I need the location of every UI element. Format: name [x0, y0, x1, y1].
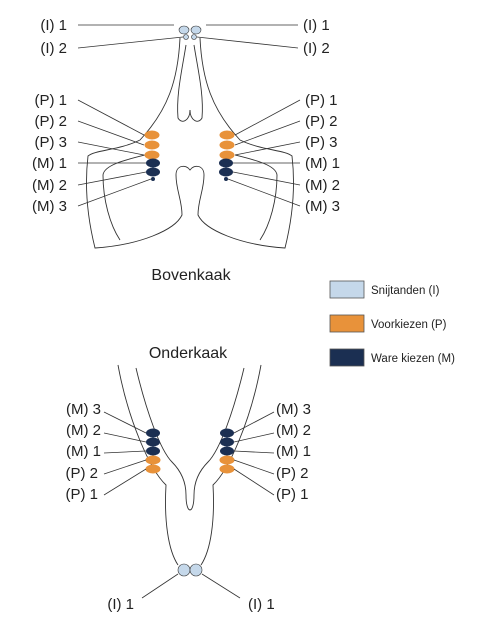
upper-right-m3: [224, 177, 228, 181]
lower-lead-right-m3: [233, 411, 275, 434]
upper-label-right-7: (M) 3: [305, 198, 340, 215]
lower-label-right-5: (I) 1: [248, 596, 275, 613]
upper-lead-left-p3: [77, 141, 145, 156]
upper-right-m2: [219, 167, 233, 177]
upper-label-right-1: (I) 2: [303, 40, 330, 57]
upper-label-left-2: (P) 1: [34, 92, 67, 109]
upper-jaw-inner-right-cheek: [234, 154, 278, 241]
upper-right-p1: [219, 130, 235, 140]
upper-right-p3: [219, 150, 235, 160]
upper-lead-left-p2: [77, 120, 145, 146]
lower-label-left-3: (P) 2: [65, 465, 98, 482]
lower-label-left-2: (M) 1: [66, 443, 101, 460]
legend: Snijtanden (I) Voorkiezen (P) Ware kieze…: [329, 280, 455, 367]
lower-lead-left-m1: [103, 450, 147, 454]
upper-incisor-left: [178, 25, 190, 35]
lower-jaw: (M) 3 (M) 2 (M) 1 (P) 2 (P) 1 (I) 1 (M) …: [65, 345, 311, 613]
lower-lead-left-m3: [103, 411, 147, 434]
upper-incisor-right-2: [191, 34, 197, 40]
lower-lead-right-m2: [233, 432, 275, 443]
upper-right-m1: [219, 158, 233, 168]
lower-jaw-title: Onderkaak: [149, 345, 228, 362]
upper-lead-left-p1: [77, 99, 145, 136]
upper-jaw-inner-left-cheek: [102, 154, 146, 241]
lower-right-m3: [220, 428, 234, 438]
lower-left-m2: [146, 437, 160, 447]
lower-label-right-3: (P) 2: [276, 465, 309, 482]
lower-left-p1: [145, 464, 161, 474]
upper-lead-left-m2: [77, 171, 147, 186]
lower-label-right-2: (M) 1: [276, 443, 311, 460]
upper-jaw-inner-right: [189, 44, 203, 122]
upper-jaw: (I) 1 (I) 2 (P) 1 (P) 2 (P) 3 (M) 1 (M) …: [32, 17, 340, 284]
lower-lead-right-m1: [233, 450, 275, 454]
upper-label-left-5: (M) 1: [32, 155, 67, 172]
upper-label-left-3: (P) 2: [34, 113, 67, 130]
legend-swatch-molars: [329, 348, 365, 367]
lower-lead-left-i1: [141, 573, 179, 599]
legend-swatch-premolars: [329, 314, 365, 333]
upper-label-right-3: (P) 2: [305, 113, 338, 130]
upper-label-left-4: (P) 3: [34, 134, 67, 151]
lower-label-left-4: (P) 1: [65, 486, 98, 503]
lower-incisor-left: [177, 563, 191, 577]
upper-label-right-6: (M) 2: [305, 177, 340, 194]
upper-label-right-0: (I) 1: [303, 17, 330, 34]
upper-left-m3: [151, 177, 155, 181]
lower-lead-right-p1: [233, 468, 275, 496]
lower-label-left-1: (M) 2: [66, 422, 101, 439]
lower-right-p1: [219, 464, 235, 474]
upper-incisor-left-2: [183, 34, 189, 40]
lower-lead-right-p2: [233, 459, 275, 475]
lower-incisor-right: [189, 563, 203, 577]
lower-lead-left-p2: [103, 459, 147, 475]
upper-label-right-4: (P) 3: [305, 134, 338, 151]
lower-lead-right-i1: [201, 573, 241, 599]
lower-lead-left-p1: [103, 468, 147, 496]
upper-lead-right-m3: [227, 178, 301, 207]
lower-right-m2: [220, 437, 234, 447]
lower-jaw-inner: [135, 367, 245, 511]
upper-incisor-right: [190, 25, 202, 35]
lower-label-right-1: (M) 2: [276, 422, 311, 439]
legend-label-premolars: Voorkiezen (P): [371, 319, 447, 331]
upper-left-m2: [146, 167, 160, 177]
upper-right-p2: [219, 140, 235, 150]
upper-jaw-outline: [85, 37, 295, 249]
legend-swatch-incisors: [329, 280, 365, 299]
upper-lead-right-p3: [234, 141, 301, 156]
lower-label-left-5: (I) 1: [107, 596, 134, 613]
upper-lead-right-p1: [234, 99, 301, 136]
upper-label-left-7: (M) 3: [32, 198, 67, 215]
upper-lead-left-m3: [77, 178, 152, 207]
upper-left-p1: [144, 130, 160, 140]
upper-jaw-title: Bovenkaak: [151, 267, 231, 284]
upper-label-right-5: (M) 1: [305, 155, 340, 172]
lower-left-p2: [145, 455, 161, 465]
upper-lead-left-i2: [77, 36, 184, 49]
legend-label-incisors: Snijtanden (I): [371, 285, 440, 297]
upper-left-p2: [144, 140, 160, 150]
upper-lead-right-m2: [232, 171, 301, 186]
lower-label-right-4: (P) 1: [276, 486, 309, 503]
lower-label-left-0: (M) 3: [66, 401, 101, 418]
lower-right-p2: [219, 455, 235, 465]
lower-right-m1: [220, 446, 234, 456]
upper-lead-right-i2: [196, 36, 299, 49]
upper-jaw-inner-left: [177, 44, 191, 122]
upper-label-left-0: (I) 1: [40, 17, 67, 34]
upper-label-left-1: (I) 2: [40, 40, 67, 57]
upper-left-p3: [144, 150, 160, 160]
lower-lead-left-m2: [103, 432, 147, 443]
legend-label-molars: Ware kiezen (M): [371, 353, 455, 365]
lower-left-m3: [146, 428, 160, 438]
upper-lead-right-p2: [234, 120, 301, 146]
upper-label-left-6: (M) 2: [32, 177, 67, 194]
lower-label-right-0: (M) 3: [276, 401, 311, 418]
lower-jaw-outline: [117, 364, 262, 566]
upper-left-m1: [146, 158, 160, 168]
lower-left-m1: [146, 446, 160, 456]
upper-label-right-2: (P) 1: [305, 92, 338, 109]
